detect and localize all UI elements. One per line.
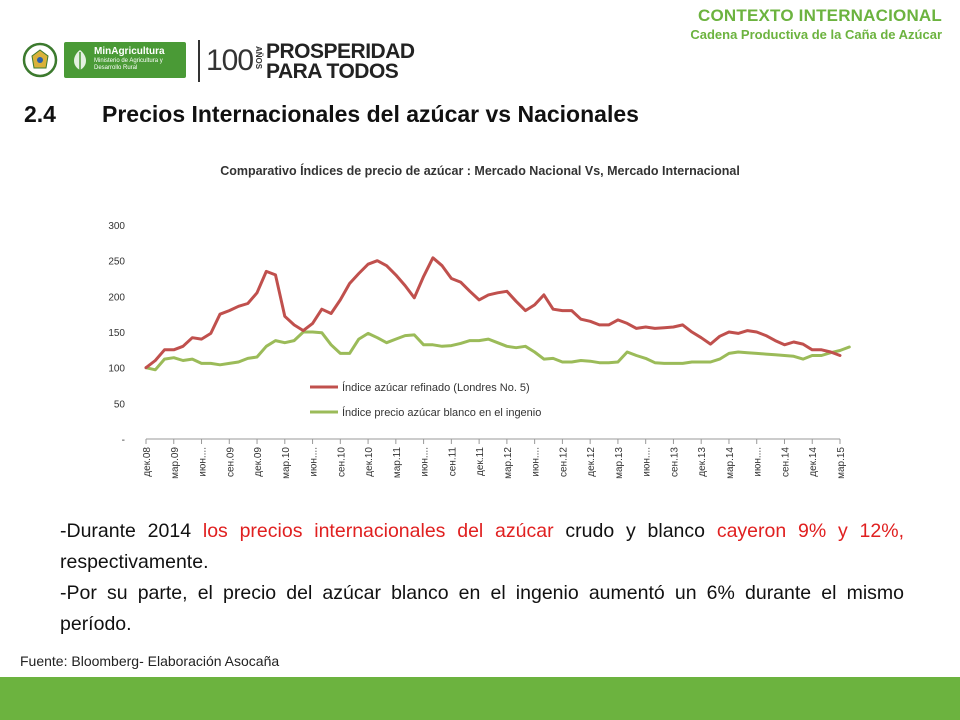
chart-title: Comparativo Índices de precio de azúcar …	[220, 164, 740, 178]
y-tick-label: 200	[108, 292, 125, 303]
x-tick-label: мар.11	[392, 447, 403, 479]
y-tick-label: 100	[108, 364, 125, 375]
x-tick-label: дек.08	[142, 447, 153, 477]
slogan-line2: PARA TODOS	[266, 60, 399, 83]
series-line	[144, 330, 851, 372]
x-tick-label: июн....	[198, 447, 209, 477]
x-tick-label: мар.15	[836, 447, 847, 479]
x-tick-label: сен.12	[558, 447, 569, 477]
x-tick-label: сен.11	[447, 447, 458, 477]
header-title: CONTEXTO INTERNACIONAL	[698, 6, 942, 25]
y-tick-label: 150	[108, 328, 125, 339]
commentary-text: crudo y blanco	[553, 520, 717, 542]
commentary-highlight: cayeron 9% y 12%,	[716, 520, 904, 542]
colombia-seal-icon	[22, 42, 58, 78]
commentary-text: respectivamente.	[60, 551, 209, 573]
x-tick-label: июн....	[753, 447, 764, 477]
centenary-suffix: AÑOS	[254, 46, 263, 70]
x-tick-label: июн....	[309, 447, 320, 477]
x-tick-label: дек.13	[697, 447, 708, 477]
logo-strip: MinAgricultura Ministerio de Agricultura…	[22, 38, 415, 88]
x-tick-label: мар.14	[725, 447, 736, 479]
legend-label: Índice azúcar refinado (Londres No. 5)	[342, 381, 530, 394]
leaf-icon	[74, 50, 86, 70]
x-tick-label: сен.13	[669, 447, 680, 477]
x-tick-label: сен.10	[336, 447, 347, 477]
x-tick-label: дек.12	[586, 447, 597, 477]
header-subtitle: Cadena Productiva de la Caña de Azúcar	[690, 27, 942, 42]
header-context: CONTEXTO INTERNACIONAL Cadena Productiva…	[690, 6, 942, 42]
x-tick-label: дек.10	[364, 447, 375, 477]
x-tick-label: мар.12	[503, 447, 514, 479]
y-tick-label: -	[122, 435, 125, 446]
x-tick-label: июн....	[531, 447, 542, 477]
slogan-logo: PROSPERIDAD PARA TODOS	[266, 40, 415, 83]
x-tick-label: сен.14	[780, 447, 791, 477]
logo-divider	[198, 40, 200, 82]
x-tick-label: дек.09	[253, 447, 264, 477]
ministry-logo: MinAgricultura Ministerio de Agricultura…	[64, 42, 186, 78]
chart-plot: - 50 100 150 200 250 300 дек.08 мар.09 июн.... сен…	[108, 221, 851, 479]
commentary: -Durante 2014 los precios internacionale…	[60, 516, 904, 640]
centenary-number: 100	[206, 44, 254, 77]
x-tick-label: сен.09	[225, 447, 236, 477]
commentary-text: -Durante 2014	[60, 520, 203, 542]
section-heading: 2.4 Precios Internacionales del azúcar vs…	[24, 101, 639, 128]
commentary-paragraph-2: -Por su parte, el precio del azúcar blan…	[60, 582, 904, 635]
x-tick-label: дек.14	[808, 447, 819, 477]
commentary-paragraph-1: -Durante 2014 los precios internacionale…	[60, 516, 904, 578]
section-number: 2.4	[24, 101, 56, 127]
legend-label: Índice precio azúcar blanco en el ingeni…	[342, 406, 541, 419]
slogan-line1: PROSPERIDAD	[266, 40, 415, 63]
x-tick-label: июн....	[420, 447, 431, 477]
y-tick-label: 250	[108, 257, 125, 268]
price-index-chart: Comparativo Índices de precio de azúcar …	[80, 150, 880, 490]
commentary-highlight: los precios internacionales del azúcar	[202, 520, 554, 542]
ministry-name: MinAgricultura	[94, 46, 165, 57]
ministry-detail: Ministerio de Agricultura y Desarrollo R…	[94, 58, 163, 71]
x-tick-label: мар.09	[170, 447, 181, 479]
source-note: Fuente: Bloomberg- Elaboración Asocaña	[20, 653, 280, 669]
section-title-text: Precios Internacionales del azúcar vs Na…	[102, 101, 639, 127]
x-tick-label: мар.10	[281, 447, 292, 479]
series-line	[144, 256, 842, 370]
x-tick-label: мар.13	[614, 447, 625, 479]
x-tick-label: июн....	[642, 447, 653, 477]
footer-bar	[0, 677, 960, 720]
y-tick-label: 50	[114, 399, 126, 410]
x-tick-label: дек.11	[475, 447, 486, 476]
y-tick-label: 300	[108, 221, 125, 232]
